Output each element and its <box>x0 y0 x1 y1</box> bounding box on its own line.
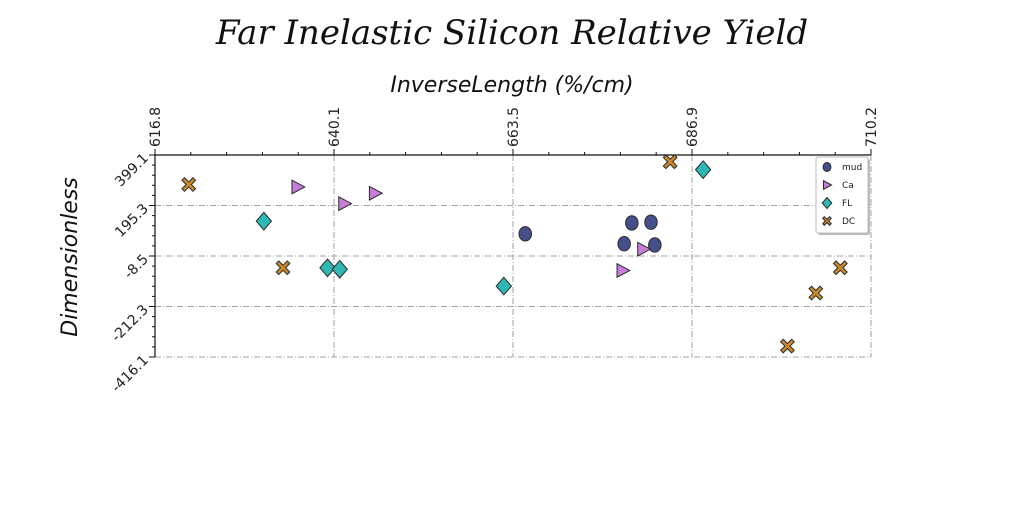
Ca-point <box>291 179 306 195</box>
DC-point <box>779 338 795 354</box>
DC-point <box>662 154 678 170</box>
y-tick-label: -416.1 <box>109 353 152 396</box>
FL-point <box>255 211 273 231</box>
x-axis-label: InverseLength (%/cm) <box>390 73 633 98</box>
x-tick-label: 616.8 <box>148 107 164 147</box>
legend-marker-FL <box>821 196 833 210</box>
mud-point <box>617 236 631 252</box>
legend-label-Ca: Ca <box>842 181 854 191</box>
Ca-point <box>637 241 652 257</box>
mud-point <box>518 226 533 242</box>
FL-point <box>495 276 513 296</box>
mud-point <box>644 214 658 230</box>
legend-label-mud: mud <box>842 163 862 173</box>
y-tick-label: -212.3 <box>109 302 152 345</box>
y-axis-label: Dimensionless <box>58 177 83 337</box>
x-tick-label: 710.2 <box>864 107 880 147</box>
Ca-point <box>616 262 631 279</box>
legend-marker-DC <box>822 216 832 226</box>
Ca-point <box>338 195 353 212</box>
FL-point <box>331 259 349 279</box>
x-tick-label: 640.1 <box>327 107 343 147</box>
mud-point <box>625 215 639 231</box>
DC-point <box>181 177 197 193</box>
legend-box <box>815 156 869 234</box>
legend-marker-Ca <box>823 179 833 191</box>
DC-point <box>832 260 848 276</box>
plot-area: 616.8 640.1 663.5 686.9 710.2 399.1 195.3 -8.5 -… <box>109 107 880 396</box>
DC-point <box>275 260 291 276</box>
x-tick-label: 663.5 <box>506 107 522 147</box>
FL-point <box>319 258 336 278</box>
x-tick-label: 686.9 <box>685 107 701 147</box>
legend-label-DC: DC <box>842 217 855 227</box>
DC-point <box>808 285 824 301</box>
legend-label-FL: FL <box>842 199 852 209</box>
FL-point <box>694 160 712 180</box>
y-tick-label: 195.3 <box>112 201 152 241</box>
y-tick-label: 399.1 <box>112 151 152 191</box>
y-tick-label: -8.5 <box>121 252 152 283</box>
chart-title: Far Inelastic Silicon Relative Yield <box>215 13 808 53</box>
legend-marker-mud <box>822 162 832 172</box>
legend: mud Ca FL DC <box>815 156 870 235</box>
Ca-point <box>368 185 384 201</box>
mud-point <box>648 237 662 253</box>
